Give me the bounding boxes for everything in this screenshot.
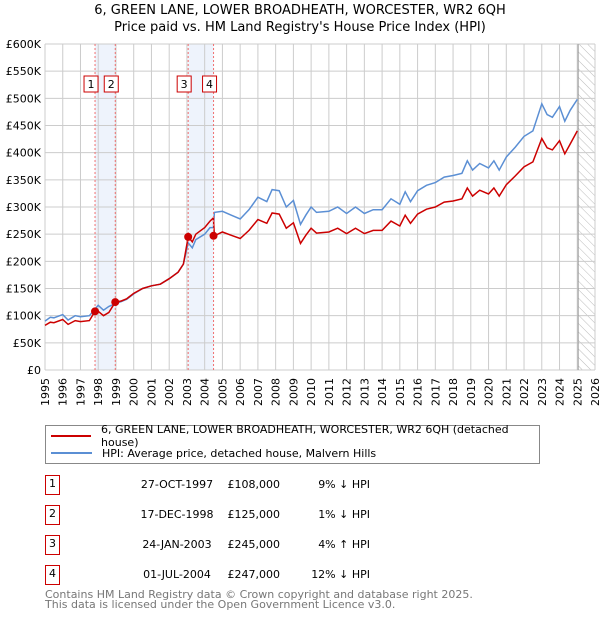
x-tick-label: 2007 [252, 378, 265, 406]
legend-swatch-blue [51, 452, 92, 454]
x-tick-label: 2012 [341, 378, 354, 406]
x-tick-label: 1996 [57, 378, 70, 406]
x-tick-label: 2024 [554, 378, 567, 406]
sale-number: 4 [45, 565, 60, 585]
sale-hpi-diff: 1% ↓ HPI [318, 508, 370, 521]
y-tick-label: £250K [6, 228, 42, 241]
sale-date: 17-DEC-1998 [140, 508, 214, 521]
property-price-line [44, 130, 578, 327]
sale-row: 4 01-JUL-2004 £247,000 12% ↓ HPI [45, 565, 545, 585]
sale-number: 1 [45, 475, 60, 495]
x-tick-label: 2014 [376, 378, 389, 406]
footer-line-1: Contains HM Land Registry data © Crown c… [45, 588, 473, 601]
x-tick-label: 2021 [500, 378, 513, 406]
y-tick-label: £600K [6, 38, 42, 51]
x-tick-label: 2026 [589, 378, 600, 406]
y-tick-label: £100K [6, 310, 42, 323]
sale-row: 3 24-JAN-2003 £245,000 4% ↑ HPI [45, 535, 545, 555]
sale-number-box [103, 75, 119, 93]
sale-point [111, 298, 120, 307]
x-tick-label: 2013 [358, 378, 371, 406]
x-tick-label: 2020 [483, 378, 496, 406]
x-tick-label: 2009 [287, 378, 300, 406]
y-tick-label: £350K [6, 174, 42, 187]
y-tick-label: £50K [13, 337, 42, 350]
sale-row: 2 17-DEC-1998 £125,000 1% ↓ HPI [45, 505, 545, 525]
x-tick-label: 2018 [447, 378, 460, 406]
sale-price: £125,000 [227, 508, 281, 521]
y-tick-label: £300K [6, 201, 42, 214]
y-tick-label: £200K [6, 255, 42, 268]
y-tick-label: £400K [6, 147, 42, 160]
sale-date: 01-JUL-2004 [143, 568, 211, 581]
sale-hpi-diff: 9% ↓ HPI [318, 478, 370, 491]
x-tick-label: 2000 [128, 378, 141, 406]
x-tick-label: 2005 [216, 378, 229, 406]
x-tick-label: 2016 [412, 378, 425, 406]
sale-number-box [83, 75, 99, 93]
sale-point [184, 232, 193, 241]
legend-item-property: 6, GREEN LANE, LOWER BROADHEATH, WORCEST… [46, 423, 539, 449]
x-tick-label: 2015 [394, 378, 407, 406]
sale-number-label: 2 [108, 78, 115, 91]
legend: 6, GREEN LANE, LOWER BROADHEATH, WORCEST… [45, 423, 540, 464]
x-tick-label: 2006 [234, 378, 247, 406]
legend-label: HPI: Average price, detached house, Malv… [102, 446, 377, 460]
x-tick-label: 2011 [323, 378, 336, 406]
sale-number: 3 [45, 535, 60, 555]
x-tick-label: 2008 [270, 378, 283, 406]
sale-row: 1 27-OCT-1997 £108,000 9% ↓ HPI [45, 475, 545, 495]
sale-hpi-diff: 4% ↑ HPI [318, 538, 370, 551]
x-tick-label: 2003 [181, 378, 194, 406]
sale-point [209, 231, 218, 240]
chart-subtitle: Price paid vs. HM Land Registry's House … [114, 20, 486, 35]
sale-number-label: 3 [181, 78, 188, 91]
x-tick-label: 1995 [39, 378, 52, 406]
footer-line-2: This data is licensed under the Open Gov… [45, 598, 396, 611]
legend-item-hpi: HPI: Average price, detached house, Malv… [46, 445, 376, 461]
sale-price: £245,000 [227, 538, 281, 551]
sale-number-label: 1 [88, 78, 95, 91]
x-tick-label: 2022 [518, 378, 531, 406]
x-tick-label: 1999 [110, 378, 123, 406]
x-tick-label: 2019 [465, 378, 478, 406]
x-tick-label: 2023 [536, 378, 549, 406]
legend-swatch-red [51, 435, 92, 437]
sale-date: 27-OCT-1997 [140, 478, 214, 491]
x-tick-label: 2002 [163, 378, 176, 406]
sale-price: £108,000 [227, 478, 281, 491]
sale-number-box [176, 75, 192, 93]
x-tick-label: 2004 [199, 378, 212, 406]
sale-number-label: 4 [206, 78, 213, 91]
x-tick-label: 2001 [145, 378, 158, 406]
y-tick-label: £550K [6, 65, 42, 78]
sale-date: 24-JAN-2003 [142, 538, 212, 551]
chart-title: 6, GREEN LANE, LOWER BROADHEATH, WORCEST… [94, 3, 506, 18]
hpi-line [44, 98, 578, 322]
sale-number: 2 [45, 505, 60, 525]
x-tick-label: 1998 [92, 378, 105, 406]
x-tick-label: 2010 [305, 378, 318, 406]
sale-price: £247,000 [227, 568, 281, 581]
x-tick-label: 1997 [74, 378, 87, 406]
legend-label: 6, GREEN LANE, LOWER BROADHEATH, WORCEST… [101, 423, 509, 449]
sale-hpi-diff: 12% ↓ HPI [311, 568, 370, 581]
sale-number-box [202, 75, 218, 93]
footer: Contains HM Land Registry data © Crown c… [45, 588, 473, 611]
y-tick-label: £150K [6, 283, 42, 296]
y-tick-label: £500K [6, 92, 42, 105]
x-tick-label: 2025 [571, 378, 584, 406]
x-tick-label: 2017 [429, 378, 442, 406]
y-tick-label: £450K [6, 120, 42, 133]
y-tick-label: £0 [27, 364, 41, 377]
sale-point [91, 307, 100, 316]
